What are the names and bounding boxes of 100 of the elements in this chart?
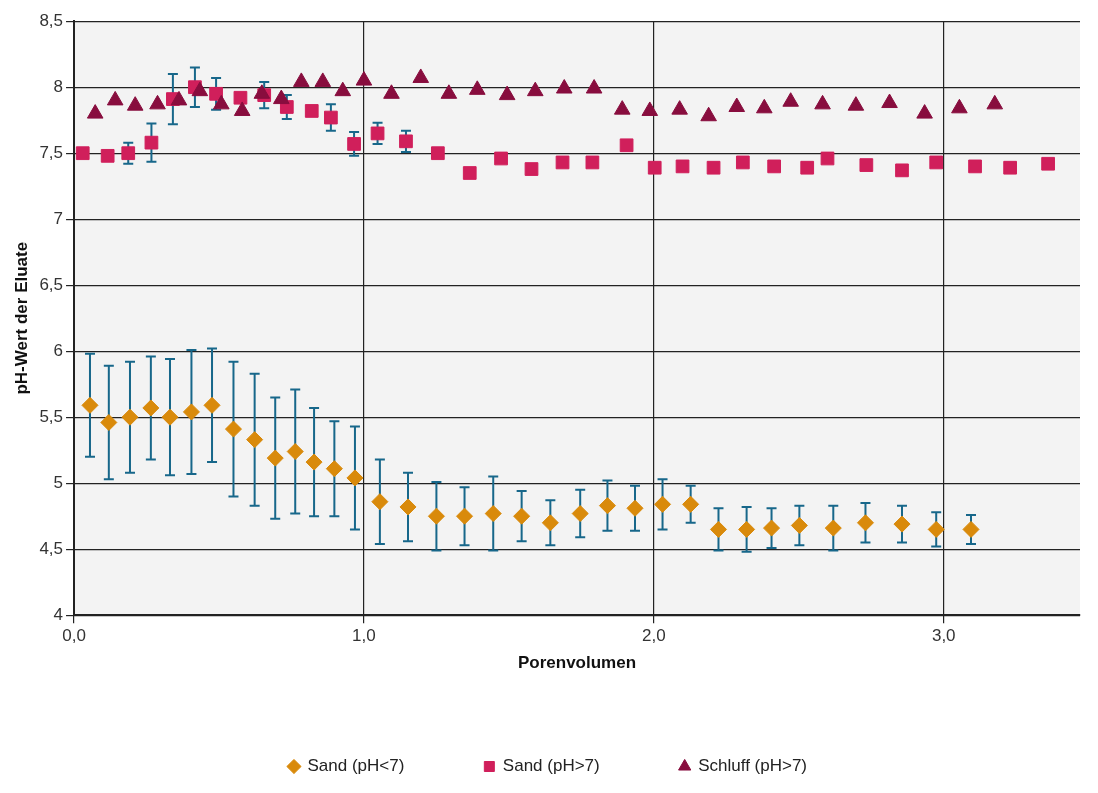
point xyxy=(370,126,385,141)
point xyxy=(399,498,417,516)
point xyxy=(541,514,559,532)
point xyxy=(203,396,221,414)
point xyxy=(916,104,933,119)
point xyxy=(182,403,200,421)
point xyxy=(524,162,539,176)
y-tick-label: 6 xyxy=(53,340,64,360)
point xyxy=(273,89,290,105)
point xyxy=(613,100,631,115)
point xyxy=(106,90,124,106)
point xyxy=(86,104,104,119)
point xyxy=(526,81,544,97)
x-axis-title: Porenvolumen xyxy=(517,653,637,673)
point xyxy=(266,449,284,467)
point xyxy=(355,71,373,86)
point xyxy=(304,104,319,118)
point xyxy=(598,497,616,515)
point xyxy=(253,84,271,99)
point xyxy=(927,520,945,538)
point xyxy=(951,98,968,114)
point xyxy=(735,155,750,170)
point xyxy=(790,516,808,534)
point xyxy=(347,137,361,151)
point xyxy=(462,166,477,180)
point xyxy=(986,94,1004,110)
legend-label: Sand (pH<7) xyxy=(307,756,405,776)
point xyxy=(585,155,600,170)
point xyxy=(654,495,672,513)
y-axis-title: pH-Wert der Eluate xyxy=(11,241,31,395)
point xyxy=(324,110,338,125)
point xyxy=(286,443,304,461)
point xyxy=(671,100,688,115)
point xyxy=(142,399,160,417)
y-tick-label: 4 xyxy=(53,604,64,624)
point xyxy=(346,469,364,487)
point xyxy=(856,514,874,532)
point xyxy=(75,146,90,161)
point xyxy=(121,408,139,426)
point xyxy=(847,96,865,111)
point xyxy=(246,431,264,449)
point xyxy=(1003,160,1017,175)
y-tick-label: 7,5 xyxy=(39,142,64,162)
point xyxy=(800,160,815,175)
point xyxy=(334,81,352,97)
point xyxy=(706,160,721,175)
point xyxy=(325,460,343,478)
point xyxy=(371,493,389,511)
x-tick-label: 2,0 xyxy=(642,626,666,646)
point xyxy=(728,97,746,112)
point xyxy=(756,98,773,114)
point xyxy=(431,146,445,161)
point xyxy=(859,158,874,172)
point xyxy=(412,68,430,83)
point xyxy=(763,519,781,537)
point xyxy=(213,94,230,110)
point xyxy=(929,155,944,170)
point xyxy=(555,79,573,94)
point xyxy=(149,94,166,110)
point xyxy=(224,420,242,438)
point xyxy=(893,515,911,533)
point xyxy=(738,520,756,538)
y-tick-label: 8 xyxy=(53,76,64,96)
x-tick-label: 1,0 xyxy=(352,626,376,646)
point xyxy=(399,134,413,149)
point xyxy=(427,507,445,525)
point xyxy=(100,148,115,163)
y-tick-label: 8,5 xyxy=(39,10,64,30)
y-tick-label: 7 xyxy=(53,208,64,228)
point xyxy=(700,106,717,122)
y-tick-label: 6,5 xyxy=(39,274,64,294)
point xyxy=(498,85,516,101)
y-tick-label: 5,5 xyxy=(39,406,64,426)
point xyxy=(170,90,188,106)
point xyxy=(161,408,179,426)
point xyxy=(647,160,662,175)
point xyxy=(782,92,799,107)
point xyxy=(820,151,835,166)
point xyxy=(571,505,589,523)
point xyxy=(824,519,842,537)
point xyxy=(191,81,209,97)
point xyxy=(233,101,251,116)
point xyxy=(767,159,782,174)
point xyxy=(619,138,634,153)
point xyxy=(293,72,310,87)
point xyxy=(494,151,508,166)
point xyxy=(484,505,502,523)
point xyxy=(81,396,99,414)
point xyxy=(895,163,909,178)
point xyxy=(1041,156,1055,171)
point xyxy=(456,507,474,525)
legend-label: Sand (pH>7) xyxy=(502,756,600,776)
point xyxy=(314,72,332,87)
point xyxy=(641,101,659,116)
point xyxy=(440,84,458,99)
y-tick-label: 4,5 xyxy=(39,538,64,558)
x-tick-label: 3,0 xyxy=(931,626,956,646)
point xyxy=(881,93,898,109)
point xyxy=(709,520,727,538)
point xyxy=(144,135,159,150)
